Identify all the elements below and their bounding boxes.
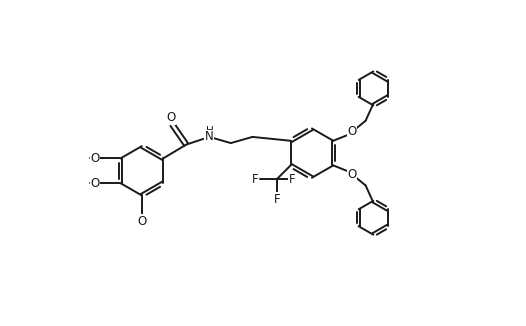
- Text: H: H: [206, 126, 214, 136]
- Text: O: O: [347, 125, 357, 138]
- Text: F: F: [289, 173, 296, 186]
- Text: O: O: [90, 152, 99, 165]
- Text: F: F: [252, 173, 258, 186]
- Text: N: N: [205, 130, 214, 143]
- Text: O: O: [166, 111, 175, 124]
- Text: O: O: [137, 215, 146, 228]
- Text: O: O: [90, 177, 99, 190]
- Text: O: O: [347, 168, 357, 181]
- Text: F: F: [274, 193, 280, 206]
